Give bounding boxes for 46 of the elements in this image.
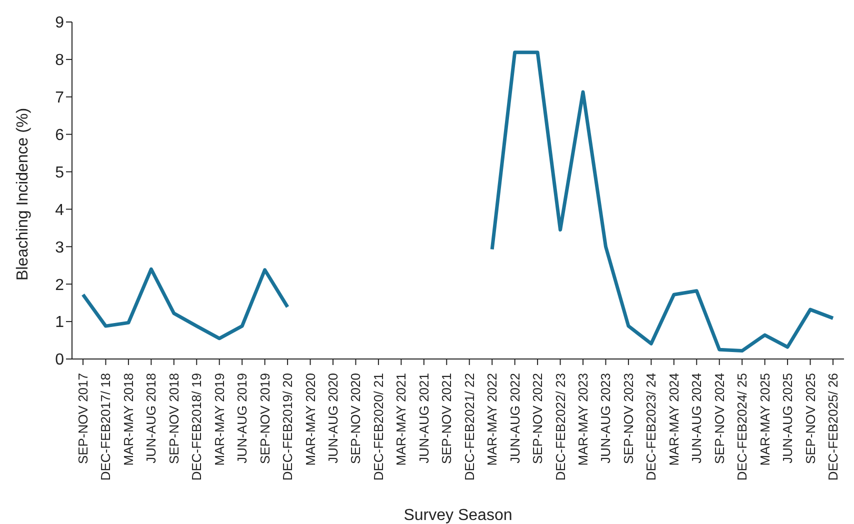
- x-tick-label: MAR-MAY 2022: [484, 373, 500, 466]
- x-tick-label: SEP-NOV 2025: [802, 373, 818, 464]
- x-tick-label: JUN-AUG 2025: [780, 373, 796, 464]
- x-tick-label: MAR-MAY 2018: [120, 373, 136, 466]
- x-tick-label: DEC-FEB2019/ 20: [280, 373, 296, 481]
- y-axis-title: Bleaching Incidence (%): [14, 108, 32, 280]
- x-tick-label: DEC-FEB2017/ 18: [98, 373, 114, 481]
- x-tick-label: DEC-FEB2021/ 22: [462, 373, 477, 481]
- x-tick-label: DEC-FEB2025/ 26: [826, 373, 840, 481]
- x-tick-label: DEC-FEB2022/ 23: [552, 373, 568, 481]
- x-tick-label: JUN-AUG 2024: [689, 373, 704, 464]
- x-tick-label: DEC-FEB2023/ 24: [644, 373, 659, 481]
- x-tick-label: SEP-NOV 2023: [620, 373, 636, 464]
- x-tick-label: SEP-NOV 2019: [257, 373, 272, 464]
- y-tick-label: 0: [55, 352, 64, 369]
- x-tick-label: MAR-MAY 2024: [666, 373, 682, 466]
- x-axis-title: Survey Season: [404, 507, 512, 524]
- y-tick-label: 1: [55, 314, 64, 332]
- y-tick-label: 8: [55, 52, 64, 70]
- y-tick-label: 4: [55, 202, 64, 219]
- x-tick-label: SEP-NOV 2022: [530, 373, 546, 464]
- x-tick-label: DEC-FEB2024/ 25: [734, 373, 750, 481]
- x-tick-label: SEP-NOV 2021: [439, 373, 454, 464]
- x-tick-label: JUN-AUG 2022: [507, 373, 522, 464]
- y-tick-label: 9: [55, 14, 64, 32]
- x-tick-label: JUN-AUG 2023: [598, 373, 614, 464]
- x-tick-label: JUN-AUG 2019: [234, 373, 250, 464]
- x-tick-label: MAR-MAY 2019: [212, 373, 227, 466]
- x-tick-label: MAR-MAY 2021: [394, 373, 409, 466]
- y-tick-label: 3: [55, 239, 64, 256]
- x-tick-label: JUN-AUG 2021: [416, 373, 432, 464]
- x-tick-label: MAR-MAY 2020: [302, 373, 318, 466]
- y-tick-label: 2: [55, 276, 64, 294]
- x-tick-label: MAR-MAY 2025: [757, 373, 772, 466]
- x-tick-label: SEP-NOV 2024: [712, 373, 727, 464]
- x-tick-label: SEP-NOV 2017: [76, 373, 90, 464]
- y-tick-label: 5: [55, 164, 64, 182]
- x-tick-label: MAR-MAY 2023: [576, 373, 590, 466]
- x-tick-label: SEP-NOV 2018: [166, 373, 182, 464]
- y-tick-label: 7: [55, 90, 64, 107]
- x-tick-label: JUN-AUG 2018: [144, 373, 159, 464]
- x-tick-label: DEC-FEB2020/ 21: [370, 373, 386, 481]
- x-tick-label: DEC-FEB2018/ 19: [189, 373, 204, 481]
- x-tick-label: JUN-AUG 2020: [326, 373, 340, 464]
- y-tick-label: 6: [55, 127, 64, 144]
- x-tick-label: SEP-NOV 2020: [348, 373, 364, 464]
